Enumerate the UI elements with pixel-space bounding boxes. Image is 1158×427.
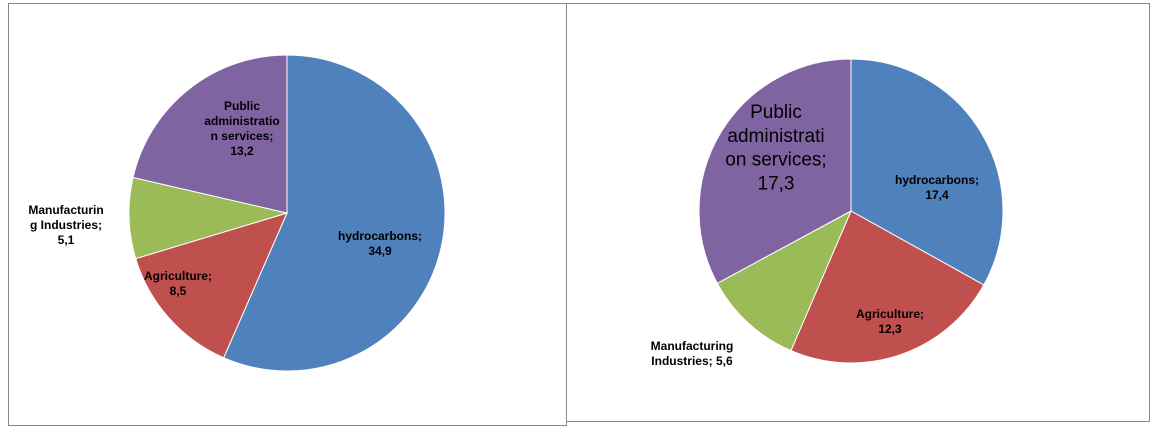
pie-slice — [223, 54, 446, 372]
pie-slice — [850, 58, 1004, 286]
label-part: n services — [211, 129, 270, 143]
label-part: 5,6 — [716, 354, 733, 368]
label-part: g Industries — [30, 218, 98, 232]
label-part: on services — [725, 150, 821, 171]
data-label: hydrocarbons; 34,9 — [338, 229, 422, 258]
data-label: Agriculture; 8,5 — [144, 269, 212, 298]
label-part: Industries — [651, 354, 709, 368]
label-part: ; — [920, 307, 924, 321]
label-part: 8,5 — [170, 284, 187, 298]
pie-slice — [132, 54, 288, 214]
data-label: Manufacturing Industries; 5,6 — [651, 339, 734, 368]
label-part: 12,3 — [878, 322, 902, 336]
label-part: 34,9 — [368, 244, 392, 258]
label-part: ; — [975, 173, 979, 187]
label-part: administrati — [727, 126, 824, 147]
data-label: Manufacturin g Industries; 5,1 — [28, 203, 103, 247]
data-label: Agriculture; 12,3 — [856, 307, 924, 336]
label-part: Agriculture — [144, 269, 208, 283]
label-part: Public — [224, 99, 260, 113]
data-label: hydrocarbons; 17,4 — [895, 173, 979, 202]
label-part: ; — [709, 354, 713, 368]
pie-slice — [698, 58, 852, 284]
pie-slice — [135, 212, 288, 359]
label-part: ; — [821, 150, 826, 171]
label-part: administratio — [204, 114, 279, 128]
label-part: hydrocarbons — [895, 173, 975, 187]
label-part: Manufacturin — [28, 203, 103, 217]
pie-slice — [716, 209, 853, 352]
label-part: ; — [98, 218, 102, 232]
label-part: 17,3 — [758, 173, 795, 194]
label-part: Public — [750, 102, 802, 123]
pie-slice — [790, 210, 985, 364]
label-part: 13,2 — [230, 144, 254, 158]
label-part: ; — [269, 129, 273, 143]
label-part: hydrocarbons — [338, 229, 418, 243]
data-label: Public administrati on services; 17,3 — [725, 102, 826, 194]
label-part: Agriculture — [856, 307, 920, 321]
label-part: ; — [208, 269, 212, 283]
label-part: ; — [418, 229, 422, 243]
label-part: 5,1 — [58, 233, 75, 247]
data-label: Public administratio n services; 13,2 — [204, 99, 279, 158]
label-part: Manufacturing — [651, 339, 734, 353]
label-part: 17,4 — [925, 188, 949, 202]
